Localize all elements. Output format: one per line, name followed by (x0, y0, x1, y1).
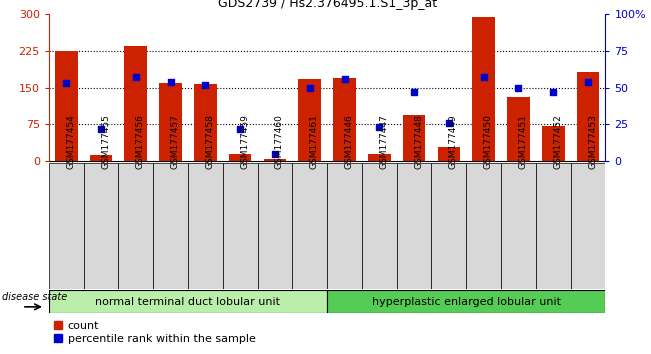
Point (374, 125, 385, 130)
Point (165, 79, 176, 85)
Bar (188, 163, 223, 289)
Bar (362, 163, 396, 289)
Bar (437, 147, 460, 161)
Bar (403, 115, 425, 161)
Bar (229, 154, 251, 161)
Bar (118, 163, 153, 289)
Bar (258, 163, 292, 289)
Text: GSM177461: GSM177461 (310, 114, 319, 169)
Point (305, 85, 315, 91)
Bar (473, 17, 495, 161)
Text: normal terminal duct lobular unit: normal terminal duct lobular unit (96, 297, 281, 307)
Text: GSM177453: GSM177453 (588, 114, 597, 169)
Text: GSM177460: GSM177460 (275, 114, 284, 169)
Bar (466, 163, 501, 289)
Bar (536, 163, 571, 289)
Point (409, 89, 419, 95)
Point (200, 82, 210, 87)
Point (478, 74, 489, 80)
Bar (223, 163, 258, 289)
Bar (432, 163, 466, 289)
Bar (571, 163, 605, 289)
Text: GSM177449: GSM177449 (449, 114, 458, 169)
Text: GSM177455: GSM177455 (101, 114, 110, 169)
Bar (159, 83, 182, 161)
Bar (264, 159, 286, 161)
Text: disease state: disease state (3, 292, 68, 302)
Text: GSM177454: GSM177454 (66, 114, 76, 169)
Text: GSM177450: GSM177450 (484, 114, 493, 169)
Point (131, 74, 141, 80)
Point (444, 120, 454, 126)
Bar (507, 97, 530, 161)
Bar (333, 78, 356, 161)
Bar (55, 51, 77, 161)
Text: GSM177459: GSM177459 (240, 114, 249, 169)
Text: GSM177457: GSM177457 (171, 114, 180, 169)
Point (270, 151, 280, 156)
Bar (368, 154, 391, 161)
Bar (501, 163, 536, 289)
Point (339, 76, 350, 82)
Point (96, 126, 106, 132)
Bar (542, 126, 564, 161)
Text: GSM177447: GSM177447 (380, 114, 388, 169)
Bar (49, 163, 83, 289)
Text: GSM177458: GSM177458 (205, 114, 214, 169)
Text: GSM177446: GSM177446 (344, 114, 353, 169)
Bar (49, 290, 327, 313)
Title: GDS2739 / Hs2.376495.1.S1_3p_at: GDS2739 / Hs2.376495.1.S1_3p_at (217, 0, 437, 10)
Bar (83, 163, 118, 289)
Text: GSM177451: GSM177451 (518, 114, 527, 169)
Bar (327, 290, 605, 313)
Bar (124, 46, 147, 161)
Legend: count, percentile rank within the sample: count, percentile rank within the sample (55, 321, 256, 344)
Bar (90, 155, 113, 161)
Point (548, 89, 559, 95)
Bar (292, 163, 327, 289)
Text: hyperplastic enlarged lobular unit: hyperplastic enlarged lobular unit (372, 297, 561, 307)
Text: GSM177456: GSM177456 (136, 114, 145, 169)
Bar (327, 163, 362, 289)
Bar (577, 72, 600, 161)
Text: GSM177452: GSM177452 (553, 114, 562, 169)
Bar (396, 163, 432, 289)
Point (235, 126, 245, 132)
Text: GSM177448: GSM177448 (414, 114, 423, 169)
Bar (153, 163, 188, 289)
Bar (298, 79, 321, 161)
Point (513, 85, 523, 91)
Point (61, 80, 72, 86)
Bar (194, 84, 217, 161)
Point (583, 79, 593, 85)
